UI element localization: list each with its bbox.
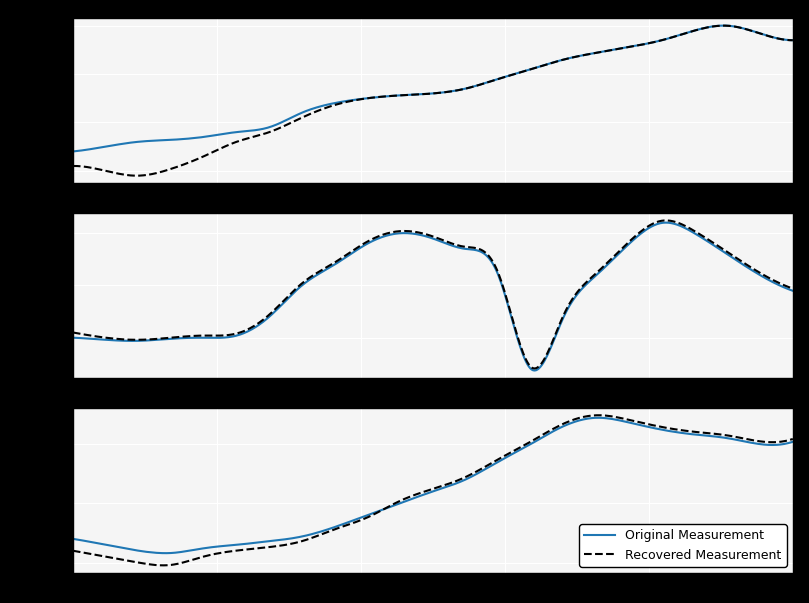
Original Measurement	[773, 281, 783, 288]
Recovered Measurement	[788, 37, 798, 44]
Legend: Original Measurement, Recovered Measurement: Original Measurement, Recovered Measurem…	[579, 525, 786, 567]
Original Measurement	[658, 36, 667, 43]
Line: Original Measurement: Original Measurement	[73, 25, 793, 151]
Original Measurement	[593, 414, 603, 421]
Original Measurement	[788, 438, 798, 446]
Recovered Measurement	[131, 172, 141, 179]
Recovered Measurement	[410, 228, 420, 235]
Line: Original Measurement: Original Measurement	[73, 223, 793, 370]
Original Measurement	[410, 230, 420, 238]
Line: Recovered Measurement: Recovered Measurement	[73, 221, 793, 368]
Recovered Measurement	[593, 412, 603, 419]
Original Measurement	[497, 280, 506, 287]
Original Measurement	[772, 34, 781, 42]
Original Measurement	[68, 334, 78, 341]
Recovered Measurement	[68, 547, 78, 554]
Recovered Measurement	[416, 90, 426, 98]
Recovered Measurement	[498, 74, 508, 81]
Recovered Measurement	[411, 491, 421, 498]
Recovered Measurement	[718, 22, 728, 30]
Original Measurement	[788, 287, 798, 294]
Recovered Measurement	[661, 217, 671, 224]
Original Measurement	[530, 367, 540, 374]
Original Measurement	[414, 231, 424, 238]
Original Measurement	[160, 549, 170, 557]
Original Measurement	[788, 37, 798, 44]
Original Measurement	[458, 245, 468, 252]
Original Measurement	[459, 476, 468, 484]
Original Measurement	[68, 148, 78, 155]
Recovered Measurement	[773, 279, 783, 286]
Original Measurement	[497, 74, 506, 81]
Recovered Measurement	[459, 474, 468, 481]
Original Measurement	[498, 456, 508, 463]
Line: Recovered Measurement: Recovered Measurement	[73, 26, 793, 175]
Recovered Measurement	[416, 489, 426, 496]
Original Measurement	[411, 494, 421, 501]
Original Measurement	[414, 90, 424, 98]
Recovered Measurement	[68, 162, 78, 169]
Recovered Measurement	[459, 86, 468, 93]
Original Measurement	[773, 441, 783, 449]
Recovered Measurement	[498, 453, 508, 460]
Original Measurement	[416, 492, 426, 499]
Line: Recovered Measurement: Recovered Measurement	[73, 415, 793, 566]
Line: Original Measurement: Original Measurement	[73, 418, 793, 553]
Recovered Measurement	[788, 435, 798, 443]
Recovered Measurement	[159, 562, 168, 569]
Recovered Measurement	[530, 365, 540, 372]
Recovered Measurement	[659, 36, 669, 43]
Recovered Measurement	[773, 35, 783, 42]
Recovered Measurement	[788, 285, 798, 292]
Original Measurement	[458, 86, 468, 93]
Recovered Measurement	[411, 91, 421, 98]
Original Measurement	[661, 427, 671, 434]
Recovered Measurement	[661, 424, 671, 431]
Recovered Measurement	[659, 217, 669, 224]
Original Measurement	[718, 22, 728, 29]
Original Measurement	[68, 535, 78, 543]
Recovered Measurement	[497, 278, 506, 285]
Original Measurement	[661, 219, 671, 226]
Recovered Measurement	[414, 229, 424, 236]
Original Measurement	[659, 219, 669, 226]
Recovered Measurement	[773, 438, 783, 446]
Recovered Measurement	[458, 243, 468, 250]
Recovered Measurement	[68, 329, 78, 336]
Original Measurement	[410, 91, 420, 98]
